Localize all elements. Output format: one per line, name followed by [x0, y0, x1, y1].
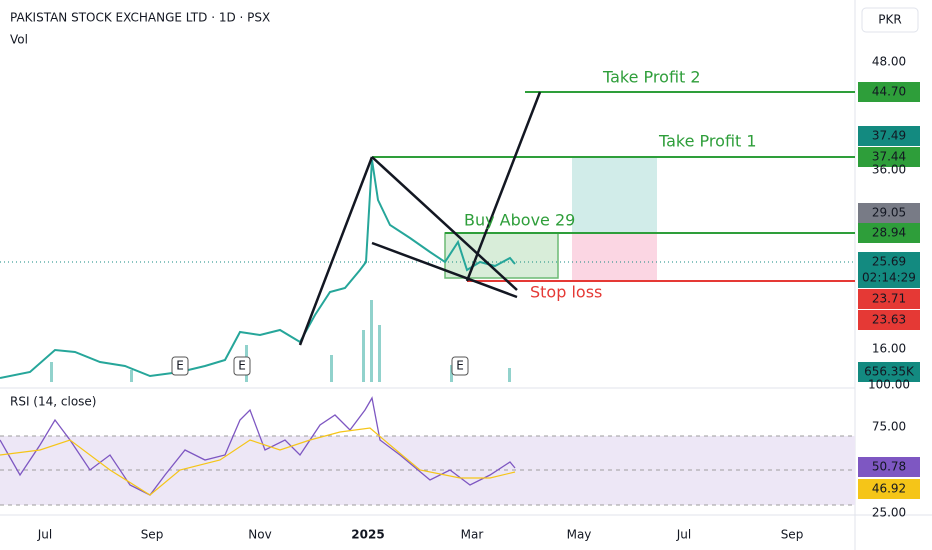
time-label: May — [567, 528, 592, 542]
axis-label: 656.35K — [864, 365, 915, 379]
price-tag — [858, 268, 920, 288]
time-label: Sep — [781, 528, 804, 542]
axis-label: 37.49 — [872, 129, 906, 143]
price-tag — [858, 223, 920, 243]
axis-label: 23.71 — [872, 292, 906, 306]
axis-label: 46.92 — [872, 482, 906, 496]
axis-label: 48.00 — [872, 55, 906, 69]
currency-box[interactable] — [861, 7, 919, 33]
currency: PKR — [878, 13, 901, 27]
time-label: Jul — [37, 528, 52, 542]
annotation: Take Profit 2 — [602, 68, 701, 87]
axis-label: 44.70 — [872, 85, 906, 99]
price-tag — [858, 479, 920, 499]
volume-label: Vol — [10, 33, 28, 47]
earnings-label: E — [456, 359, 464, 373]
time-label: Jul — [676, 528, 691, 542]
axis-label: 50.78 — [872, 460, 906, 474]
price-tag — [858, 126, 920, 146]
axis-label: 16.00 — [872, 342, 906, 356]
rsi-label: RSI (14, close) — [10, 395, 96, 409]
profit-zone — [572, 157, 657, 233]
price-tag — [858, 82, 920, 102]
time-label: Mar — [461, 528, 484, 542]
rsi-ma — [0, 427, 516, 496]
axis-label: 100.00 — [868, 378, 910, 392]
axis-label: 28.94 — [872, 226, 906, 240]
axis-label: 23.63 — [872, 313, 906, 327]
earnings-label: E — [238, 359, 246, 373]
time-label: 2025 — [351, 528, 384, 542]
annotation: Buy Above 29 — [464, 211, 575, 230]
price-tag — [858, 362, 920, 382]
time-label: Nov — [248, 528, 271, 542]
earnings-label: E — [176, 359, 184, 373]
annotation: Stop loss — [530, 283, 602, 302]
chart-title: PAKISTAN STOCK EXCHANGE LTD · 1D · PSX — [10, 11, 270, 25]
price-tag — [858, 457, 920, 477]
time-label: Sep — [141, 528, 164, 542]
price-tag — [858, 310, 920, 330]
axis-label: 02:14:29 — [862, 271, 916, 285]
axis-label: 37.44 — [872, 150, 906, 164]
axis-label: 75.00 — [872, 420, 906, 434]
axis-label: 25.00 — [872, 506, 906, 520]
price-tag — [858, 147, 920, 167]
annotation: Take Profit 1 — [658, 132, 757, 151]
loss-zone — [572, 233, 657, 281]
rsi-line-series — [0, 396, 516, 496]
pattern-lines — [298, 91, 542, 346]
price-tag — [858, 252, 920, 272]
axis-label: 36.00 — [872, 163, 906, 177]
price-tag — [858, 203, 920, 223]
axis-label: 29.05 — [872, 206, 906, 220]
earnings-marker — [451, 356, 469, 376]
price-tag — [858, 289, 920, 309]
earnings-marker — [171, 356, 189, 376]
earnings-marker — [233, 356, 251, 376]
axis-label: 25.69 — [872, 255, 906, 269]
price-series — [0, 159, 516, 379]
